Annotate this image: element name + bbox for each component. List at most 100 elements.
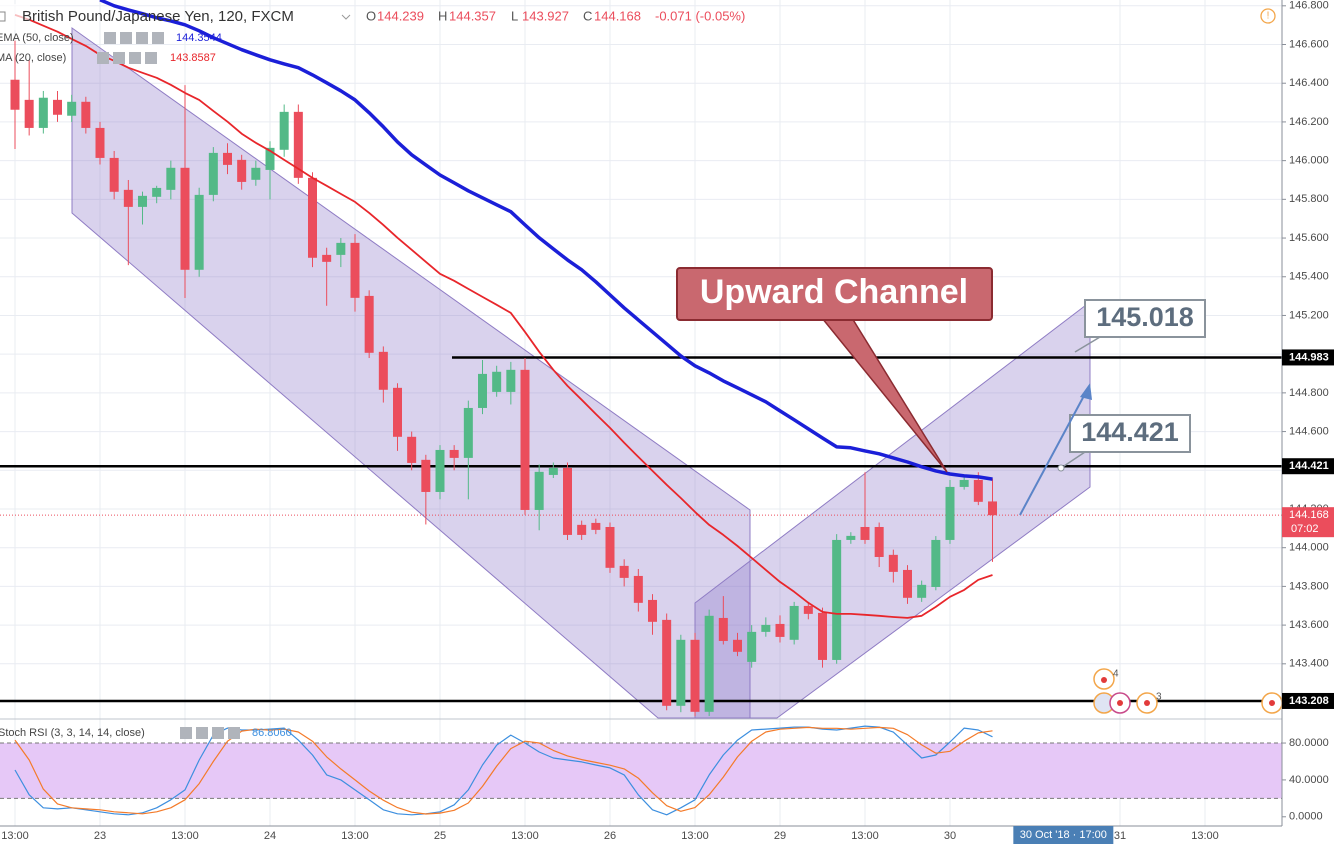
- x-tick-label: 13:00: [171, 830, 199, 842]
- last-price-text: 144.168: [1289, 509, 1329, 521]
- x-tick-label: 24: [264, 830, 276, 842]
- y-tick-label: 143.400: [1289, 658, 1329, 670]
- alert-icon: [1260, 8, 1276, 24]
- dropdown: [341, 14, 351, 20]
- candle-body: [818, 612, 827, 660]
- price-box-text: 145.018: [1096, 302, 1194, 332]
- event-count: 4: [1113, 669, 1119, 680]
- candle-body: [350, 242, 360, 298]
- level-badge-text: 144.421: [1289, 460, 1329, 472]
- candle-body: [832, 539, 842, 660]
- x-tick-label: 13:00: [851, 830, 879, 842]
- event-dot: [1269, 700, 1275, 706]
- level-badge: [1282, 692, 1334, 709]
- ma-line: [99, 0, 993, 481]
- indicator-name: MA (20, close): [0, 52, 66, 64]
- candle-body: [520, 369, 530, 510]
- x-tick-label: 26: [604, 830, 616, 842]
- candle-body: [747, 631, 757, 662]
- event-count: 3: [1156, 692, 1162, 703]
- icon: [180, 727, 192, 739]
- x-tick-label: 13:00: [681, 830, 709, 842]
- icon: [145, 52, 157, 64]
- ohlc-key: O: [366, 8, 376, 23]
- candle-body: [534, 471, 544, 510]
- candle-body: [67, 101, 77, 116]
- candle-body: [605, 526, 615, 568]
- candle-body: [917, 584, 927, 598]
- icon: [152, 32, 164, 44]
- change: -0.071 (-0.05%): [655, 8, 745, 23]
- icon: [129, 52, 141, 64]
- candle-body: [208, 152, 218, 195]
- event-dot: [1144, 700, 1150, 706]
- candle-body: [449, 449, 459, 458]
- candle-body: [53, 99, 62, 115]
- x-tick-label: 13:00: [341, 830, 369, 842]
- level-badge-text: 143.208: [1289, 695, 1329, 707]
- event-dot: [1101, 677, 1107, 683]
- anchor: [1057, 464, 1065, 472]
- x-tick-label: 13:00: [1191, 830, 1219, 842]
- candle-body: [322, 254, 332, 262]
- y-tick-label: 146.600: [1289, 38, 1329, 50]
- icon: [97, 52, 109, 64]
- y-tick-label: 144.000: [1289, 542, 1329, 554]
- candle-body: [109, 157, 119, 192]
- indicator-name: EMA (50, close): [0, 32, 74, 44]
- y-tick-label: 145.600: [1289, 232, 1329, 244]
- candle-body: [577, 524, 587, 535]
- candle-body: [223, 152, 232, 165]
- icon: [120, 32, 132, 44]
- candle-body: [251, 167, 261, 180]
- stoch-line: [14, 726, 993, 815]
- x-tick-label: 29: [774, 830, 786, 842]
- candle-body: [336, 242, 346, 255]
- y-tick-label: 40.0000: [1289, 774, 1329, 786]
- icon: [136, 32, 148, 44]
- candle-body: [95, 127, 105, 158]
- candle-body: [676, 639, 686, 706]
- event-dot: [1117, 700, 1123, 706]
- y-tick-label: 146.800: [1289, 0, 1329, 12]
- events: 4 3: [1093, 668, 1283, 714]
- candle-body: [931, 539, 941, 587]
- level-badge-text: 144.983: [1289, 351, 1329, 363]
- y-tick-label: 146.200: [1289, 116, 1329, 128]
- candle-body: [718, 617, 728, 641]
- candle-body: [81, 101, 91, 128]
- candle-body: [308, 177, 317, 258]
- y-tick-label: 144.800: [1289, 387, 1329, 399]
- candle-body: [874, 526, 884, 557]
- candle-body: [860, 526, 870, 540]
- candle-body: [364, 295, 374, 353]
- indicator-value: 86.8060: [252, 727, 292, 739]
- ohlc-value: 144.357: [449, 8, 496, 23]
- indicator-icons: [97, 32, 240, 739]
- candle-body: [973, 479, 983, 502]
- y-tick-label: 146.000: [1289, 155, 1329, 167]
- x-tick-label: 23: [94, 830, 106, 842]
- price-box-text: 144.421: [1081, 417, 1179, 447]
- candle-body: [180, 167, 190, 270]
- candle-body: [279, 111, 289, 150]
- candle-body: [988, 501, 997, 516]
- price-box: [1069, 414, 1191, 453]
- level-badge: [1282, 349, 1334, 366]
- candle-body: [435, 449, 445, 492]
- candle-body: [548, 467, 558, 475]
- legend: British Pound/Japanese Yen, 120, FXCM ! …: [0, 4, 1276, 739]
- ohlc-value: 144.168: [594, 8, 641, 23]
- candle-body: [690, 639, 700, 712]
- candle-body: [393, 387, 402, 437]
- indicator-title: Stoch RSI (3, 3, 14, 14, close): [0, 727, 145, 739]
- candle-body: [563, 467, 572, 535]
- candle-body: [761, 624, 771, 632]
- time-axis: [0, 826, 1334, 847]
- callout-box: [676, 267, 993, 321]
- level-badge: [1282, 458, 1334, 475]
- candle-body: [888, 554, 898, 572]
- y-tick-label: 80.0000: [1289, 737, 1329, 749]
- connector: [1074, 336, 1101, 353]
- icon: [228, 727, 240, 739]
